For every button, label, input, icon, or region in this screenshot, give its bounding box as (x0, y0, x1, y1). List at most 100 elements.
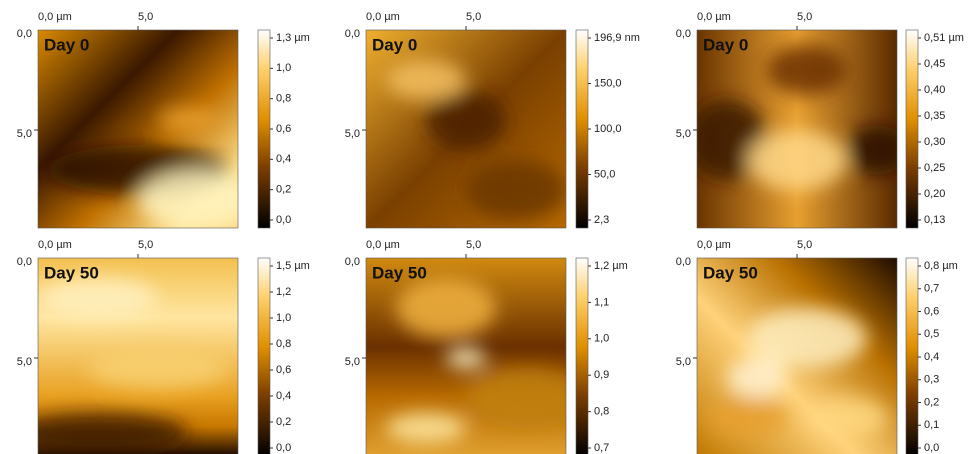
x-tick-label: 0,0 µm (366, 11, 400, 23)
texture-blob (767, 45, 847, 95)
day-label: Day 0 (703, 35, 748, 54)
x-tick-label: 5,0 (466, 239, 481, 251)
colorbar-label: 0,45 (924, 58, 945, 70)
colorbar-label: 0,30 (924, 136, 945, 148)
colorbar-label: 0,3 (924, 374, 939, 386)
texture-blob (386, 413, 466, 443)
y-tick-label: 0,0 (17, 28, 32, 40)
x-tick-label: 5,0 (797, 239, 812, 251)
colorbar-label: 0,8 (276, 338, 291, 350)
y-tick-label: 5,0 (676, 128, 691, 140)
x-tick-label: 0,0 µm (697, 11, 731, 23)
y-tick-label: 5,0 (345, 128, 360, 140)
y-tick-label: 0,0 (345, 28, 360, 40)
day-label: Day 0 (372, 35, 417, 54)
colorbar-label: 0,8 (594, 406, 609, 418)
afm-panel: 0,0 µm 5,0 0,0 5,0 Day 50 1,2 µm 1,1 1,0 0,9 0,8 0… (345, 239, 628, 454)
day-label: Day 50 (44, 263, 99, 282)
colorbar (906, 30, 918, 228)
texture-blob (727, 358, 787, 398)
colorbar-label: 1,2 (276, 286, 291, 298)
colorbar-label: 0,20 (924, 188, 945, 200)
y-tick-label: 0,0 (676, 28, 691, 40)
colorbar-label: 0,7 (924, 283, 939, 295)
texture-blob (138, 170, 258, 230)
colorbar-label: 0,4 (276, 390, 291, 402)
colorbar-label: 1,1 (594, 296, 609, 308)
colorbar-label: 0,8 (276, 93, 291, 105)
day-label: Day 0 (44, 35, 89, 54)
texture-blob (386, 60, 466, 100)
afm-panel: 0,0 µm 5,0 0,0 5,0 Day 0 1,3 µm 1,0 0,8 0,6 0,4 0,… (17, 11, 310, 230)
x-tick-label: 0,0 µm (38, 11, 72, 23)
day-label: Day 50 (372, 263, 427, 282)
x-tick-label: 0,0 µm (366, 239, 400, 251)
texture-blob (446, 348, 486, 368)
texture-blob (396, 278, 496, 338)
colorbar-label: 50,0 (594, 168, 615, 180)
afm-panel: 0,0 µm 5,0 0,0 5,0 Day 0 196,9 nm 150,0 100,0 50… (345, 11, 640, 228)
texture-blob (847, 125, 907, 175)
colorbar (906, 258, 918, 454)
x-tick-label: 5,0 (138, 239, 153, 251)
texture-blob (707, 398, 787, 438)
colorbar-label: 0,0 (924, 442, 939, 454)
colorbar-label: 0,0 (276, 442, 291, 454)
colorbar-label: 0,6 (924, 305, 939, 317)
y-tick-label: 5,0 (17, 128, 32, 140)
y-tick-label: 5,0 (345, 356, 360, 368)
colorbar-label: 1,0 (594, 333, 609, 345)
colorbar-label: 1,0 (276, 312, 291, 324)
colorbar-label: 0,8 µm (924, 260, 958, 272)
colorbar-label: 150,0 (594, 77, 622, 89)
colorbar-label: 0,25 (924, 162, 945, 174)
colorbar-label: 0,4 (276, 153, 291, 165)
colorbar-label: 1,3 µm (276, 32, 310, 44)
y-tick-label: 0,0 (676, 256, 691, 268)
x-tick-label: 0,0 µm (38, 239, 72, 251)
texture-blob (747, 130, 847, 190)
colorbar-label: 0,6 (276, 364, 291, 376)
texture-blob (38, 278, 158, 318)
colorbar-label: 2,3 (594, 214, 609, 226)
colorbar (576, 30, 588, 228)
colorbar (576, 258, 588, 454)
texture-blob (466, 368, 586, 428)
y-tick-label: 5,0 (17, 356, 32, 368)
x-tick-label: 5,0 (797, 11, 812, 23)
texture-blob (807, 398, 887, 438)
colorbar-label: 0,35 (924, 110, 945, 122)
colorbar-label: 0,51 µm (924, 32, 964, 44)
y-tick-label: 5,0 (676, 356, 691, 368)
x-tick-label: 5,0 (138, 11, 153, 23)
afm-panel: 0,0 µm 5,0 0,0 5,0 Day 50 1,5 µm 1,2 1,0 0,8 0,6 0… (8, 239, 310, 454)
colorbar (258, 30, 270, 228)
texture-blob (466, 160, 566, 220)
y-tick-label: 0,0 (17, 256, 32, 268)
x-tick-label: 0,0 µm (697, 239, 731, 251)
colorbar-label: 0,5 (924, 328, 939, 340)
y-tick-label: 0,0 (345, 256, 360, 268)
colorbar-label: 0,7 (594, 442, 609, 454)
colorbar-label: 1,0 (276, 62, 291, 74)
colorbar-label: 196,9 nm (594, 32, 640, 44)
texture-blob (8, 413, 188, 453)
colorbar-label: 0,4 (924, 351, 939, 363)
texture-blob (158, 108, 218, 132)
colorbar-label: 1,5 µm (276, 260, 310, 272)
afm-panel: 0,0 µm 5,0 0,0 5,0 Day 0 0,51 µm 0,45 0,40 0,35 0… (676, 11, 964, 228)
x-tick-label: 5,0 (466, 11, 481, 23)
colorbar-label: 0,6 (276, 123, 291, 135)
colorbar-label: 1,2 µm (594, 260, 628, 272)
colorbar-label: 0,40 (924, 84, 945, 96)
colorbar-label: 0,2 (924, 396, 939, 408)
colorbar-label: 100,0 (594, 123, 622, 135)
colorbar-label: 0,2 (276, 184, 291, 196)
colorbar-label: 0,13 (924, 214, 945, 226)
colorbar (258, 258, 270, 454)
colorbar-label: 0,0 (276, 214, 291, 226)
texture-blob (88, 348, 228, 388)
figure: 0,0 µm5,00,05,0Day 01,3 µm1,00,80,60,40,… (0, 0, 972, 454)
colorbar-label: 0,9 (594, 369, 609, 381)
